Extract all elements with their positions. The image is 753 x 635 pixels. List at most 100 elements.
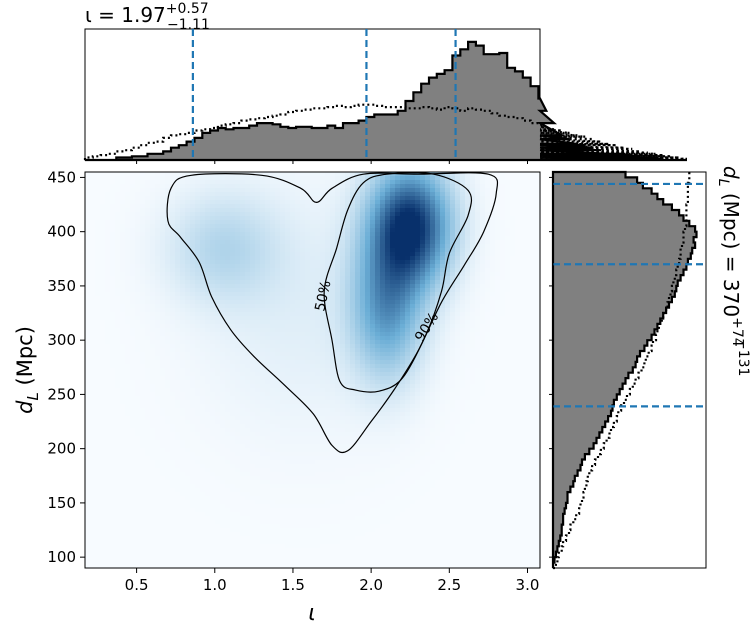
density-cell [215, 444, 221, 449]
density-cell [220, 420, 226, 425]
density-cell [155, 272, 161, 277]
density-cell [105, 200, 111, 205]
density-cell [155, 280, 161, 285]
density-cell [200, 312, 206, 317]
density-cell [160, 496, 166, 501]
density-cell [260, 540, 266, 545]
density-cell [155, 540, 161, 545]
density-cell [315, 336, 321, 341]
density-cell [160, 472, 166, 477]
density-cell [320, 248, 326, 253]
density-cell [315, 404, 321, 409]
density-cell [225, 264, 231, 269]
density-cell [240, 300, 246, 305]
density-cell [255, 352, 261, 357]
density-cell [165, 428, 171, 433]
density-cell [260, 520, 266, 525]
density-cell [230, 344, 236, 349]
density-cell [230, 496, 236, 501]
density-cell [120, 204, 126, 209]
density-cell [210, 188, 216, 193]
density-cell [210, 552, 216, 557]
density-cell [100, 456, 106, 461]
density-cell [275, 332, 281, 337]
density-cell [165, 192, 171, 197]
density-cell [245, 360, 251, 365]
density-cell [170, 564, 176, 569]
density-cell [165, 508, 171, 513]
density-cell [160, 252, 166, 257]
density-cell [115, 216, 121, 221]
density-cell [140, 380, 146, 385]
density-cell [305, 292, 311, 297]
density-cell [205, 340, 211, 345]
density-cell [180, 336, 186, 341]
density-cell [165, 260, 171, 265]
density-cell [100, 284, 106, 289]
density-cell [255, 324, 261, 329]
density-cell [130, 272, 136, 277]
density-cell [260, 176, 266, 181]
density-cell [95, 276, 101, 281]
density-cell [195, 524, 201, 529]
density-cell [160, 396, 166, 401]
density-cell [100, 196, 106, 201]
density-cell [155, 208, 161, 213]
density-cell [85, 308, 91, 313]
density-cell [120, 440, 126, 445]
density-cell [90, 360, 96, 365]
density-cell [255, 380, 261, 385]
density-cell [255, 220, 261, 225]
density-cell [85, 172, 91, 177]
density-cell [270, 340, 276, 345]
density-cell [305, 404, 311, 409]
density-cell [300, 356, 306, 361]
density-cell [295, 512, 301, 517]
density-cell [110, 288, 116, 293]
density-cell [110, 548, 116, 553]
density-cell [260, 180, 266, 185]
density-cell [175, 272, 181, 277]
density-cell [155, 560, 161, 565]
density-cell [140, 308, 146, 313]
density-cell [310, 432, 316, 437]
density-cell [300, 372, 306, 377]
density-cell [230, 308, 236, 313]
density-cell [180, 352, 186, 357]
density-cell [135, 404, 141, 409]
density-cell [260, 368, 266, 373]
density-cell [155, 300, 161, 305]
density-cell [225, 248, 231, 253]
density-cell [250, 496, 256, 501]
density-cell [170, 356, 176, 361]
density-cell [105, 436, 111, 441]
density-cell [140, 280, 146, 285]
density-cell [170, 476, 176, 481]
density-cell [180, 456, 186, 461]
density-cell [275, 336, 281, 341]
density-cell [330, 352, 336, 357]
density-cell [170, 384, 176, 389]
density-cell [115, 520, 121, 525]
density-cell [85, 256, 91, 261]
density-cell [110, 556, 116, 561]
density-cell [195, 540, 201, 545]
density-cell [125, 188, 131, 193]
density-cell [310, 300, 316, 305]
density-cell [155, 180, 161, 185]
density-cell [125, 384, 131, 389]
density-cell [310, 564, 316, 569]
density-cell [250, 376, 256, 381]
density-cell [205, 512, 211, 517]
density-cell [160, 264, 166, 269]
density-cell [320, 356, 326, 361]
density-cell [140, 276, 146, 281]
density-cell [190, 528, 196, 533]
density-cell [100, 484, 106, 489]
density-cell [320, 284, 326, 289]
density-cell [145, 448, 151, 453]
density-cell [190, 212, 196, 217]
density-cell [165, 272, 171, 277]
density-cell [335, 196, 341, 201]
density-cell [150, 440, 156, 445]
